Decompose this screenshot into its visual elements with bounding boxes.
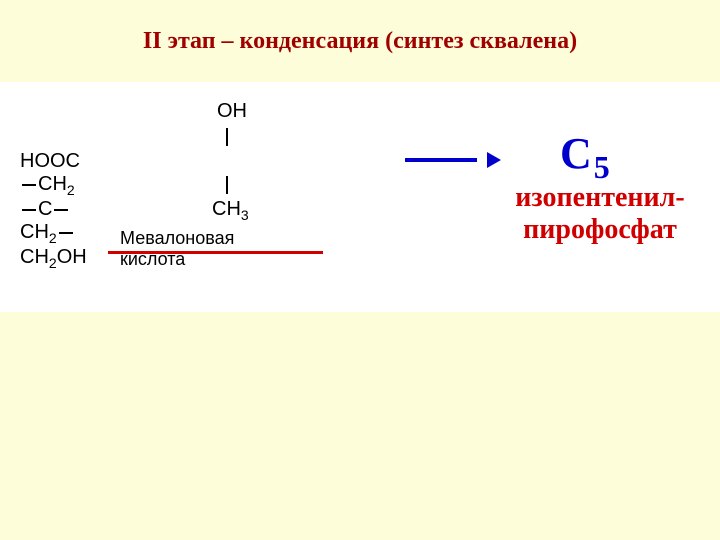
ch3-text: CH	[212, 198, 241, 220]
arrow-line-icon	[405, 158, 477, 162]
bond-vertical-bottom	[226, 176, 228, 194]
ch3-sub: 3	[241, 207, 249, 223]
product-name-line2: пирофосфат	[523, 214, 677, 245]
bond-icon	[22, 184, 36, 186]
stage-title: II этап – конденсация (синтез сквалена)	[0, 0, 720, 55]
group-oh-end: OH	[57, 246, 87, 268]
product-c: C	[560, 129, 592, 178]
sub-2b: 2	[49, 230, 57, 246]
group-ch2-1: CH	[38, 173, 67, 195]
bond-icon	[22, 209, 36, 211]
bond-vertical-top	[226, 128, 228, 146]
group-ch2-2: CH	[20, 221, 49, 243]
sub-2a: 2	[67, 182, 75, 198]
hydroxyl-top: OH	[217, 100, 247, 123]
group-ch2-3: CH	[20, 246, 49, 268]
arrow-head-icon	[487, 152, 501, 168]
product-name-line1: изопентенил-	[515, 182, 684, 213]
bond-icon	[59, 232, 73, 234]
methyl-group: CH3	[212, 198, 249, 223]
product-formula: C5	[560, 128, 608, 179]
group-hooc: HOOC	[20, 150, 80, 172]
reactant-underline	[108, 251, 323, 254]
product-name-label: изопентенил- пирофосфат	[490, 182, 710, 246]
bond-icon	[54, 209, 68, 211]
sub-2c: 2	[49, 255, 57, 271]
carbon-chain: HOOCCH2CCH2CH2OH	[20, 150, 87, 271]
reactant-name: Мевалоновая кислота	[120, 228, 234, 270]
product-subscript: 5	[594, 149, 610, 185]
group-c-center: C	[38, 198, 52, 220]
